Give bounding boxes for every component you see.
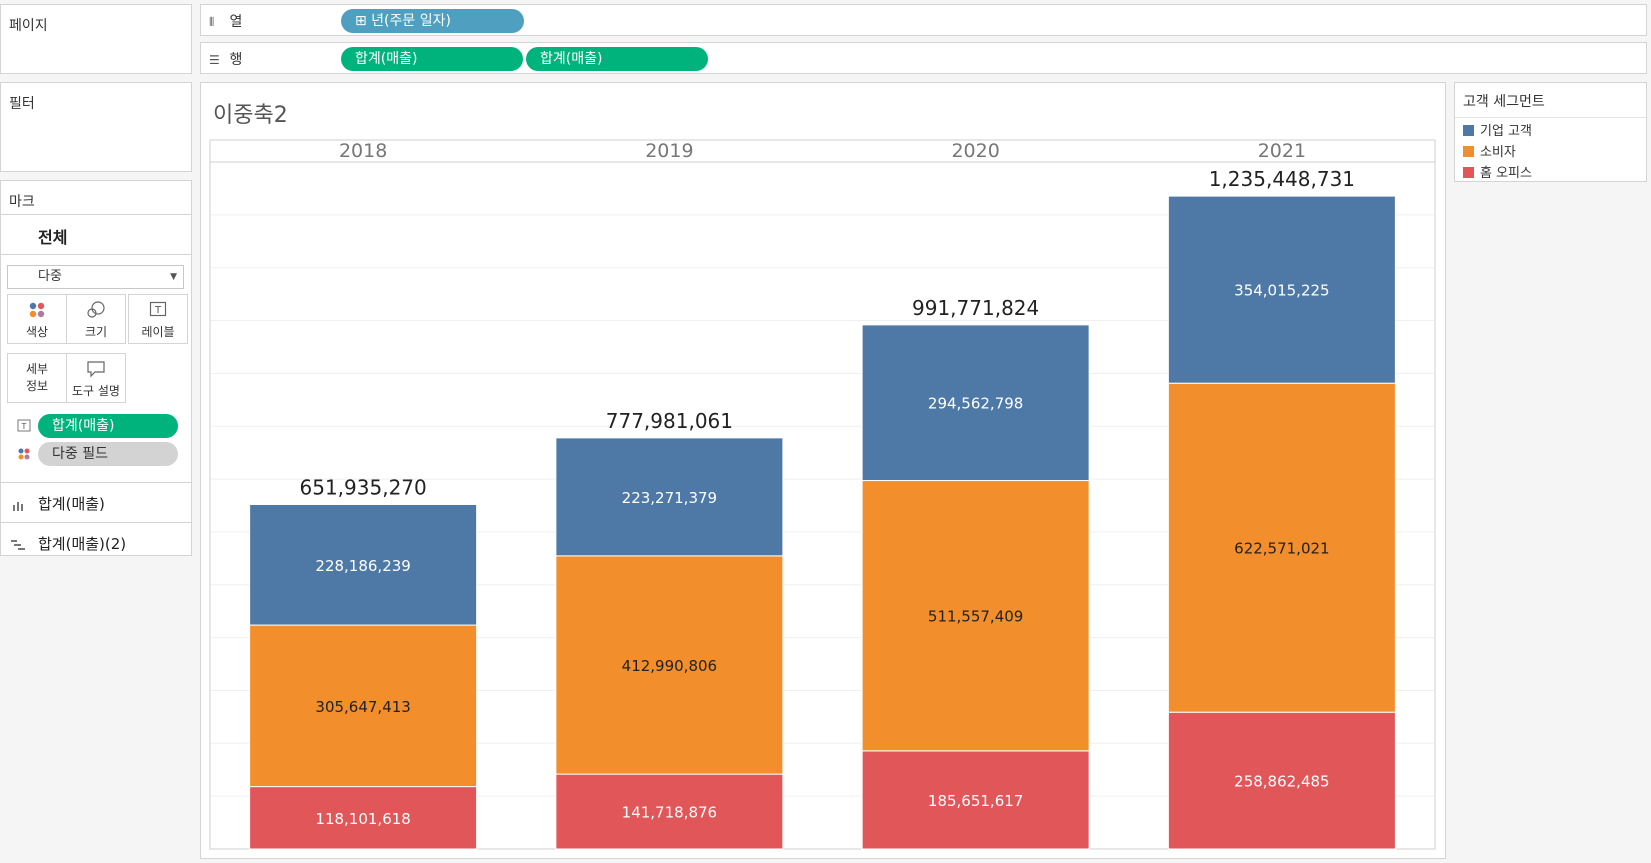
pages-panel[interactable]: 페이지 [0, 4, 192, 74]
columns-icon: ⦀ [209, 15, 215, 29]
columns-pill-year[interactable]: ⊞ 년(주문 일자) [341, 9, 524, 33]
filters-panel[interactable]: 필터 [0, 82, 192, 172]
legend-swatch [1463, 146, 1474, 157]
color-card-button[interactable]: 색상 [7, 294, 67, 344]
tooltip-icon [67, 360, 125, 382]
columns-shelf[interactable]: ⦀ 열 ⊞ 년(주문 일자) [200, 4, 1647, 36]
label-card-button[interactable]: T 레이블 [128, 294, 188, 344]
rows-shelf[interactable]: ☰ 행 합계(매출) 합계(매출) [200, 42, 1647, 74]
bar-axis-icon [12, 496, 26, 515]
marks-divider-4 [0, 522, 192, 523]
tooltip-card-label: 도구 설명 [72, 384, 120, 398]
legend-title: 고객 세그먼트 [1463, 94, 1545, 110]
detail-card-button[interactable]: 세부 정보 [7, 353, 67, 403]
rows-pill-sales-2[interactable]: 합계(매출) [526, 47, 708, 71]
legend-item-home-office[interactable]: 홈 오피스 [1463, 162, 1532, 181]
color-icon [17, 446, 31, 465]
size-card-label: 크기 [84, 325, 108, 339]
legend-swatch [1463, 125, 1474, 136]
legend-swatch [1463, 167, 1474, 178]
columns-shelf-label: ⦀ 열 [209, 14, 243, 30]
marks-label: 마크 [9, 194, 35, 210]
filters-label: 필터 [9, 96, 35, 112]
legend-item-corporate[interactable]: 기업 고객 [1463, 120, 1532, 139]
chevron-down-icon: ▼ [170, 272, 177, 282]
svg-text:T: T [21, 422, 27, 431]
color-card-label: 색상 [25, 325, 49, 339]
tooltip-card-button[interactable]: 도구 설명 [66, 353, 126, 403]
pages-label: 페이지 [9, 18, 48, 34]
legend-item-consumer[interactable]: 소비자 [1463, 141, 1516, 160]
mark-field-color-pill[interactable]: 다중 필드 [38, 442, 178, 466]
marks-divider-3 [0, 482, 192, 483]
marks-divider [0, 214, 192, 215]
chart-panel: 이중축2 [200, 82, 1446, 859]
color-icon [8, 301, 66, 323]
legend-divider [1455, 117, 1646, 118]
size-icon [67, 301, 125, 323]
svg-text:T: T [154, 305, 162, 316]
label-card-label: 레이블 [141, 325, 175, 339]
rows-pill-sales-1[interactable]: 합계(매출) [341, 47, 523, 71]
mark-field-label-pill[interactable]: 합계(매출) [38, 414, 178, 438]
size-card-button[interactable]: 크기 [66, 294, 126, 344]
marks-divider-2 [0, 254, 192, 255]
mark-type-value: 다중 [38, 269, 62, 284]
axis-item-sales-2[interactable]: 합계(매출)(2) [38, 535, 127, 553]
axis-item-sales[interactable]: 합계(매출) [38, 495, 105, 513]
chart-title: 이중축2 [213, 103, 288, 128]
rows-icon: ☰ [209, 53, 220, 67]
legend-panel: 고객 세그먼트 기업 고객 소비자 홈 오피스 [1454, 82, 1647, 182]
mark-type-dropdown[interactable]: 다중 ▼ [7, 265, 184, 289]
label-icon: T [129, 301, 187, 323]
detail-card-label: 세부 정보 [25, 362, 49, 393]
gantt-axis-icon [10, 536, 26, 555]
marks-all-tab[interactable]: 전체 [38, 228, 68, 247]
label-icon: T [17, 418, 31, 437]
rows-shelf-label: ☰ 행 [209, 52, 243, 68]
